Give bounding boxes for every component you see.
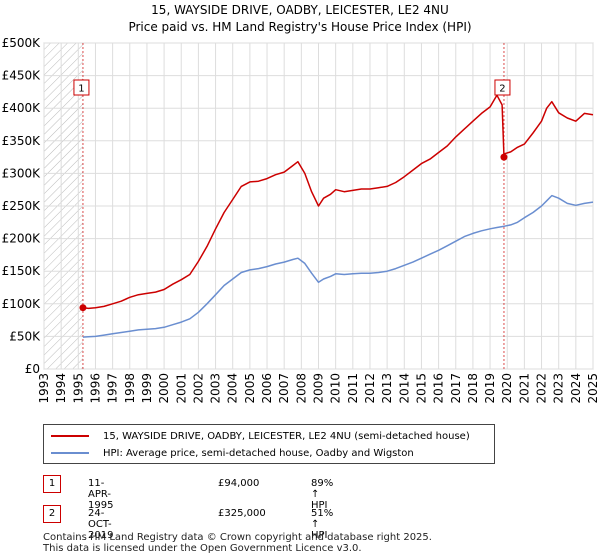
legend-label-hpi: HPI: Average price, semi-detached house,… [103,447,414,459]
y-tick-label-5: £250K [2,199,42,213]
series-line-hpi [82,194,594,338]
series-group [82,94,594,338]
x-tick-label-2017: 2017 [449,373,463,404]
sale-point-1 [79,304,87,312]
x-tick-label-2012: 2012 [363,373,377,404]
x-tick-label-2005: 2005 [243,373,257,404]
x-tick-label-2003: 2003 [209,373,223,404]
x-tick-label-1993: 1993 [37,373,51,404]
x-tick-label-2025: 2025 [586,373,600,404]
x-axis: 1993 1994 1995 1996 1997 1998 1999 2000 2001 2002… [37,373,600,404]
price-chart: 15, WAYSIDE DRIVE, OADBY, LEICESTER, LE2… [2,3,600,404]
grid [43,42,594,370]
x-tick-label-2019: 2019 [483,373,497,404]
x-tick-label-2007: 2007 [277,373,291,404]
x-tick-label-1998: 1998 [123,373,137,404]
x-tick-label-2023: 2023 [552,373,566,404]
y-tick-label-8: £400K [2,101,42,115]
x-tick-label-2008: 2008 [294,373,308,404]
annotation-price-1: £94,000 [218,478,260,489]
x-tick-label-2010: 2010 [329,373,343,404]
x-tick-label-2018: 2018 [466,373,480,404]
footer-line-2: This data is licensed under the Open Gov… [43,543,362,554]
marker-badge-label-1: 1 [78,84,84,95]
y-tick-label-0: £0 [25,362,40,376]
legend-swatch-property [51,435,89,437]
y-tick-label-6: £300K [2,166,42,180]
x-tick-label-2004: 2004 [226,373,240,404]
annotation-hpi-1: 89% ↑ HPI [311,478,334,511]
x-tick-label-2016: 2016 [432,373,446,404]
legend-label-property: 15, WAYSIDE DRIVE, OADBY, LEICESTER, LE2… [103,430,470,442]
x-tick-label-1996: 1996 [88,373,102,404]
chart-subtitle: Price paid vs. HM Land Registry's House … [128,20,471,34]
x-tick-label-2002: 2002 [191,373,205,404]
x-tick-label-2001: 2001 [174,373,188,404]
x-tick-label-1997: 1997 [106,373,120,404]
y-tick-label-7: £350K [2,134,42,148]
y-tick-label-4: £200K [2,232,42,246]
legend: 15, WAYSIDE DRIVE, OADBY, LEICESTER, LE2… [43,424,495,464]
y-tick-label-10: £500K [2,36,42,50]
y-tick-label-3: £150K [2,264,42,278]
x-tick-label-2009: 2009 [312,373,326,404]
x-tick-label-1994: 1994 [54,373,68,404]
x-tick-label-2020: 2020 [500,373,514,404]
x-tick-label-2022: 2022 [535,373,549,404]
footer: Contains HM Land Registry data © Crown c… [43,532,432,554]
y-tick-label-2: £100K [2,297,42,311]
marker-badge-2 [494,79,511,96]
chart-title: 15, WAYSIDE DRIVE, OADBY, LEICESTER, LE2… [151,3,449,17]
x-tick-label-1999: 1999 [140,373,154,404]
x-tick-label-2015: 2015 [414,373,428,404]
marker-badge-label-2: 2 [499,84,505,95]
x-tick-label-2006: 2006 [260,373,274,404]
marker-badge-1 [73,79,90,96]
annotation-badge-2: 2 [43,505,61,523]
series-line-property [82,94,594,310]
x-tick-label-2000: 2000 [157,373,171,404]
sale-point-2 [500,153,508,161]
x-tick-label-2014: 2014 [397,373,411,404]
annotation-hpi-2: 51% ↑ HPI [311,508,334,541]
annotation-date-1: 11-APR-1995 [88,478,114,511]
footer-line-1: Contains HM Land Registry data © Crown c… [43,532,432,543]
annotation-price-2: £325,000 [218,508,266,519]
annotation-date-2: 24-OCT-2019 [88,508,114,541]
x-tick-label-2011: 2011 [346,373,360,404]
legend-swatch-hpi [51,452,89,454]
x-tick-label-2013: 2013 [380,373,394,404]
legend-item-hpi: HPI: Average price, semi-detached house,… [51,446,414,460]
annotation-badge-1: 1 [43,475,61,493]
legend-item-property: 15, WAYSIDE DRIVE, OADBY, LEICESTER, LE2… [51,429,470,443]
x-tick-label-2021: 2021 [517,373,531,404]
y-tick-label-1: £50K [9,329,41,343]
x-tick-label-1995: 1995 [71,373,85,404]
y-axis: £0 £50K £100K £150K £200K £250K £300K £350K £400… [2,36,42,376]
x-tick-label-2024: 2024 [569,373,583,404]
y-tick-label-9: £450K [2,69,42,83]
